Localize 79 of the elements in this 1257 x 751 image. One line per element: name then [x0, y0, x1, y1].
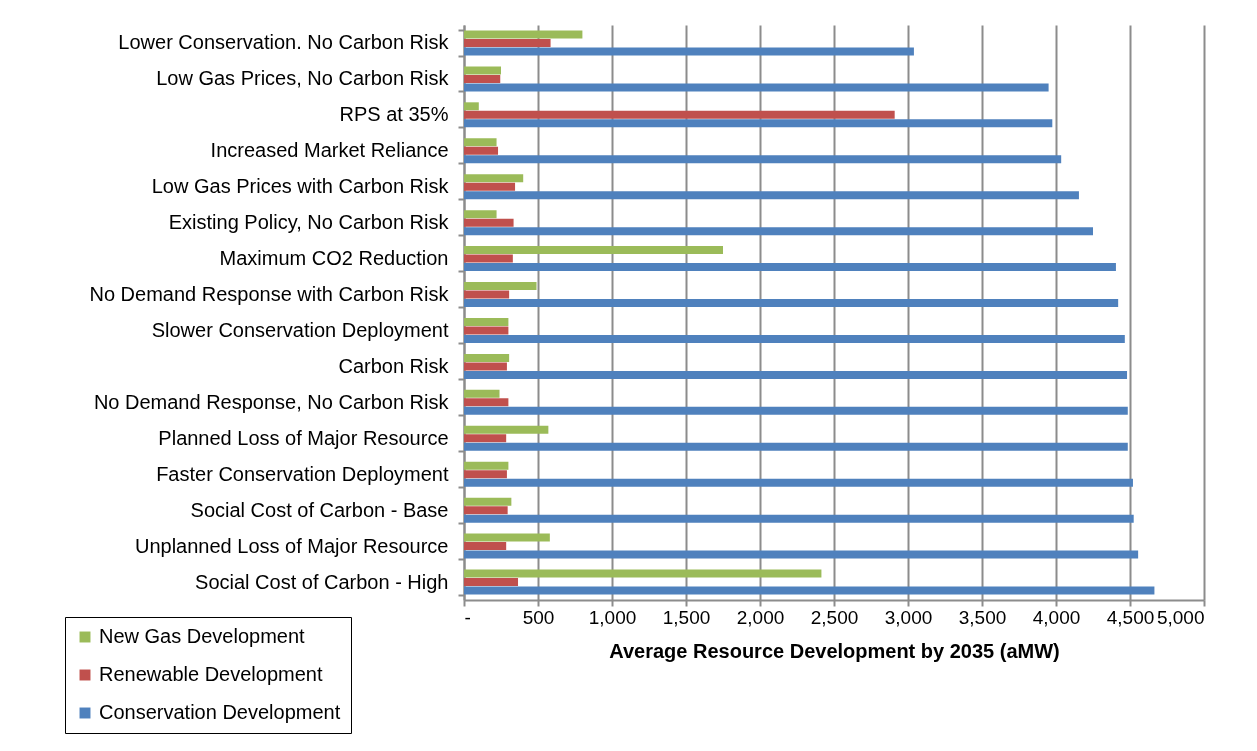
x-tick-label: 4,000: [1032, 606, 1081, 628]
bar: [464, 191, 1079, 200]
legend-label: Conservation Development: [99, 701, 341, 723]
bar: [464, 461, 509, 470]
bar: [464, 434, 507, 443]
x-tick-label: 5,000: [1156, 606, 1205, 628]
x-axis-title: Average Resource Development by 2035 (aMW): [609, 639, 1060, 662]
bar: [464, 353, 510, 362]
bar: [464, 335, 1125, 343]
y-tick-label: Lower Conservation. No Carbon Risk: [118, 31, 450, 54]
y-tick-label: Existing Policy, No Carbon Risk: [168, 211, 450, 234]
bar: [464, 398, 509, 407]
bar: [464, 578, 519, 587]
bar: [464, 506, 508, 515]
bar: [464, 102, 479, 111]
bar: [464, 110, 895, 119]
bar: [464, 83, 1049, 92]
bar: [464, 290, 510, 299]
bar: [464, 146, 499, 155]
bar: [464, 569, 822, 578]
y-tick-label: No Demand Response with Carbon Risk: [89, 283, 450, 306]
bar: [464, 182, 516, 191]
bar: [464, 470, 507, 479]
x-tick-label: 3,500: [958, 606, 1007, 628]
bar: [464, 542, 507, 551]
legend-label: New Gas Development: [99, 625, 306, 647]
bar: [464, 282, 537, 290]
bar: [464, 30, 583, 39]
bar: [464, 586, 1155, 595]
y-tick-label: Low Gas Prices, No Carbon Risk: [156, 67, 450, 90]
y-tick-label: Increased Market Reliance: [210, 139, 449, 162]
y-tick-label: Slower Conservation Deployment: [151, 318, 449, 341]
x-tick-label: 4,500: [1106, 606, 1155, 628]
bar: [464, 254, 513, 263]
x-tick-label: -: [464, 606, 471, 628]
bar: [464, 550, 1139, 559]
legend-label: Renewable Development: [99, 663, 323, 685]
y-tick-label: Social Cost of Carbon - High: [195, 570, 449, 593]
x-tick-label: 500: [522, 606, 555, 628]
x-tick-label: 1,000: [588, 606, 637, 628]
bar: [464, 155, 1062, 164]
bar: [464, 119, 1053, 128]
bar: [464, 174, 524, 183]
bar: [464, 74, 501, 83]
x-tick-label: 2,000: [736, 606, 785, 628]
y-tick-label: No Demand Response, No Carbon Risk: [93, 390, 450, 413]
x-tick-label: 1,500: [662, 606, 711, 628]
bar: [464, 38, 551, 47]
bar: [464, 406, 1128, 415]
bar: [464, 317, 509, 326]
bar: [464, 326, 509, 335]
bar: [464, 533, 550, 542]
bar: [464, 246, 723, 255]
y-tick-label: Carbon Risk: [338, 354, 450, 377]
bar: [464, 442, 1128, 451]
y-tick-label: RPS at 35%: [339, 103, 449, 126]
y-tick-label: Maximum CO2 Reduction: [219, 247, 449, 270]
bar: [464, 218, 514, 227]
x-tick-label: 2,500: [810, 606, 859, 628]
bar: [464, 370, 1128, 379]
bar: [464, 389, 500, 398]
bar: [464, 263, 1116, 272]
bar: [464, 47, 914, 56]
x-tick-label: 3,000: [884, 606, 933, 628]
bar: [464, 362, 507, 371]
bar: [464, 497, 512, 506]
y-tick-label: Low Gas Prices with Carbon Risk: [151, 175, 450, 198]
bar: [464, 514, 1134, 523]
y-tick-label: Planned Loss of Major Resource: [158, 426, 449, 449]
bar: [464, 66, 501, 75]
bar: [464, 210, 497, 219]
y-tick-label: Faster Conservation Deployment: [156, 462, 449, 485]
y-tick-label: Unplanned Loss of Major Resource: [134, 534, 449, 557]
bar: [464, 138, 497, 147]
bar: [464, 227, 1093, 236]
bar: [464, 299, 1119, 308]
bar: [464, 425, 549, 434]
y-tick-label: Social Cost of Carbon - Base: [190, 498, 449, 521]
bar: [464, 478, 1133, 487]
